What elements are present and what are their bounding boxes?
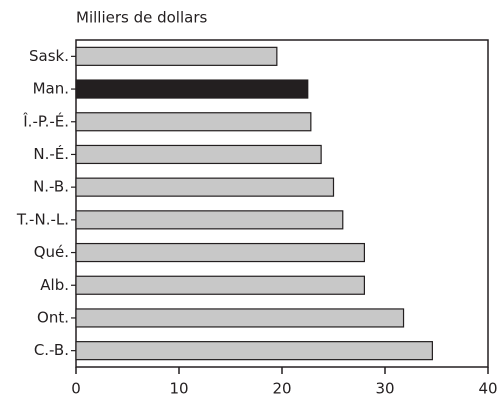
y-tick-label: N.-É. [33, 144, 69, 163]
x-tick-label: 30 [375, 380, 394, 398]
x-tick-label: 20 [272, 380, 291, 398]
bar [75, 112, 312, 132]
y-tick-label: Man. [33, 80, 69, 98]
bar [75, 308, 405, 328]
y-tick-label: T.-N.-L. [16, 210, 69, 228]
bar [75, 210, 344, 230]
bar [75, 177, 335, 197]
bar [75, 46, 278, 66]
x-tick-label: 10 [169, 380, 188, 398]
bar [75, 144, 322, 165]
bar [75, 275, 365, 295]
x-tick-label: 0 [71, 380, 81, 398]
x-tick-label: 40 [478, 380, 497, 398]
y-tick-label: Alb. [40, 276, 69, 294]
y-tick-label: Ont. [37, 308, 69, 326]
chart-title: Milliers de dollars [76, 9, 208, 27]
bar [75, 79, 309, 99]
y-tick-label: Sask. [29, 47, 69, 65]
y-tick-label: C.-B. [34, 341, 69, 359]
y-tick-label: Î.-P.-É. [22, 111, 69, 130]
y-tick-label: Qué. [34, 243, 69, 261]
y-tick-label: N.-B. [33, 178, 69, 196]
bar [75, 242, 365, 263]
bar [75, 341, 433, 361]
